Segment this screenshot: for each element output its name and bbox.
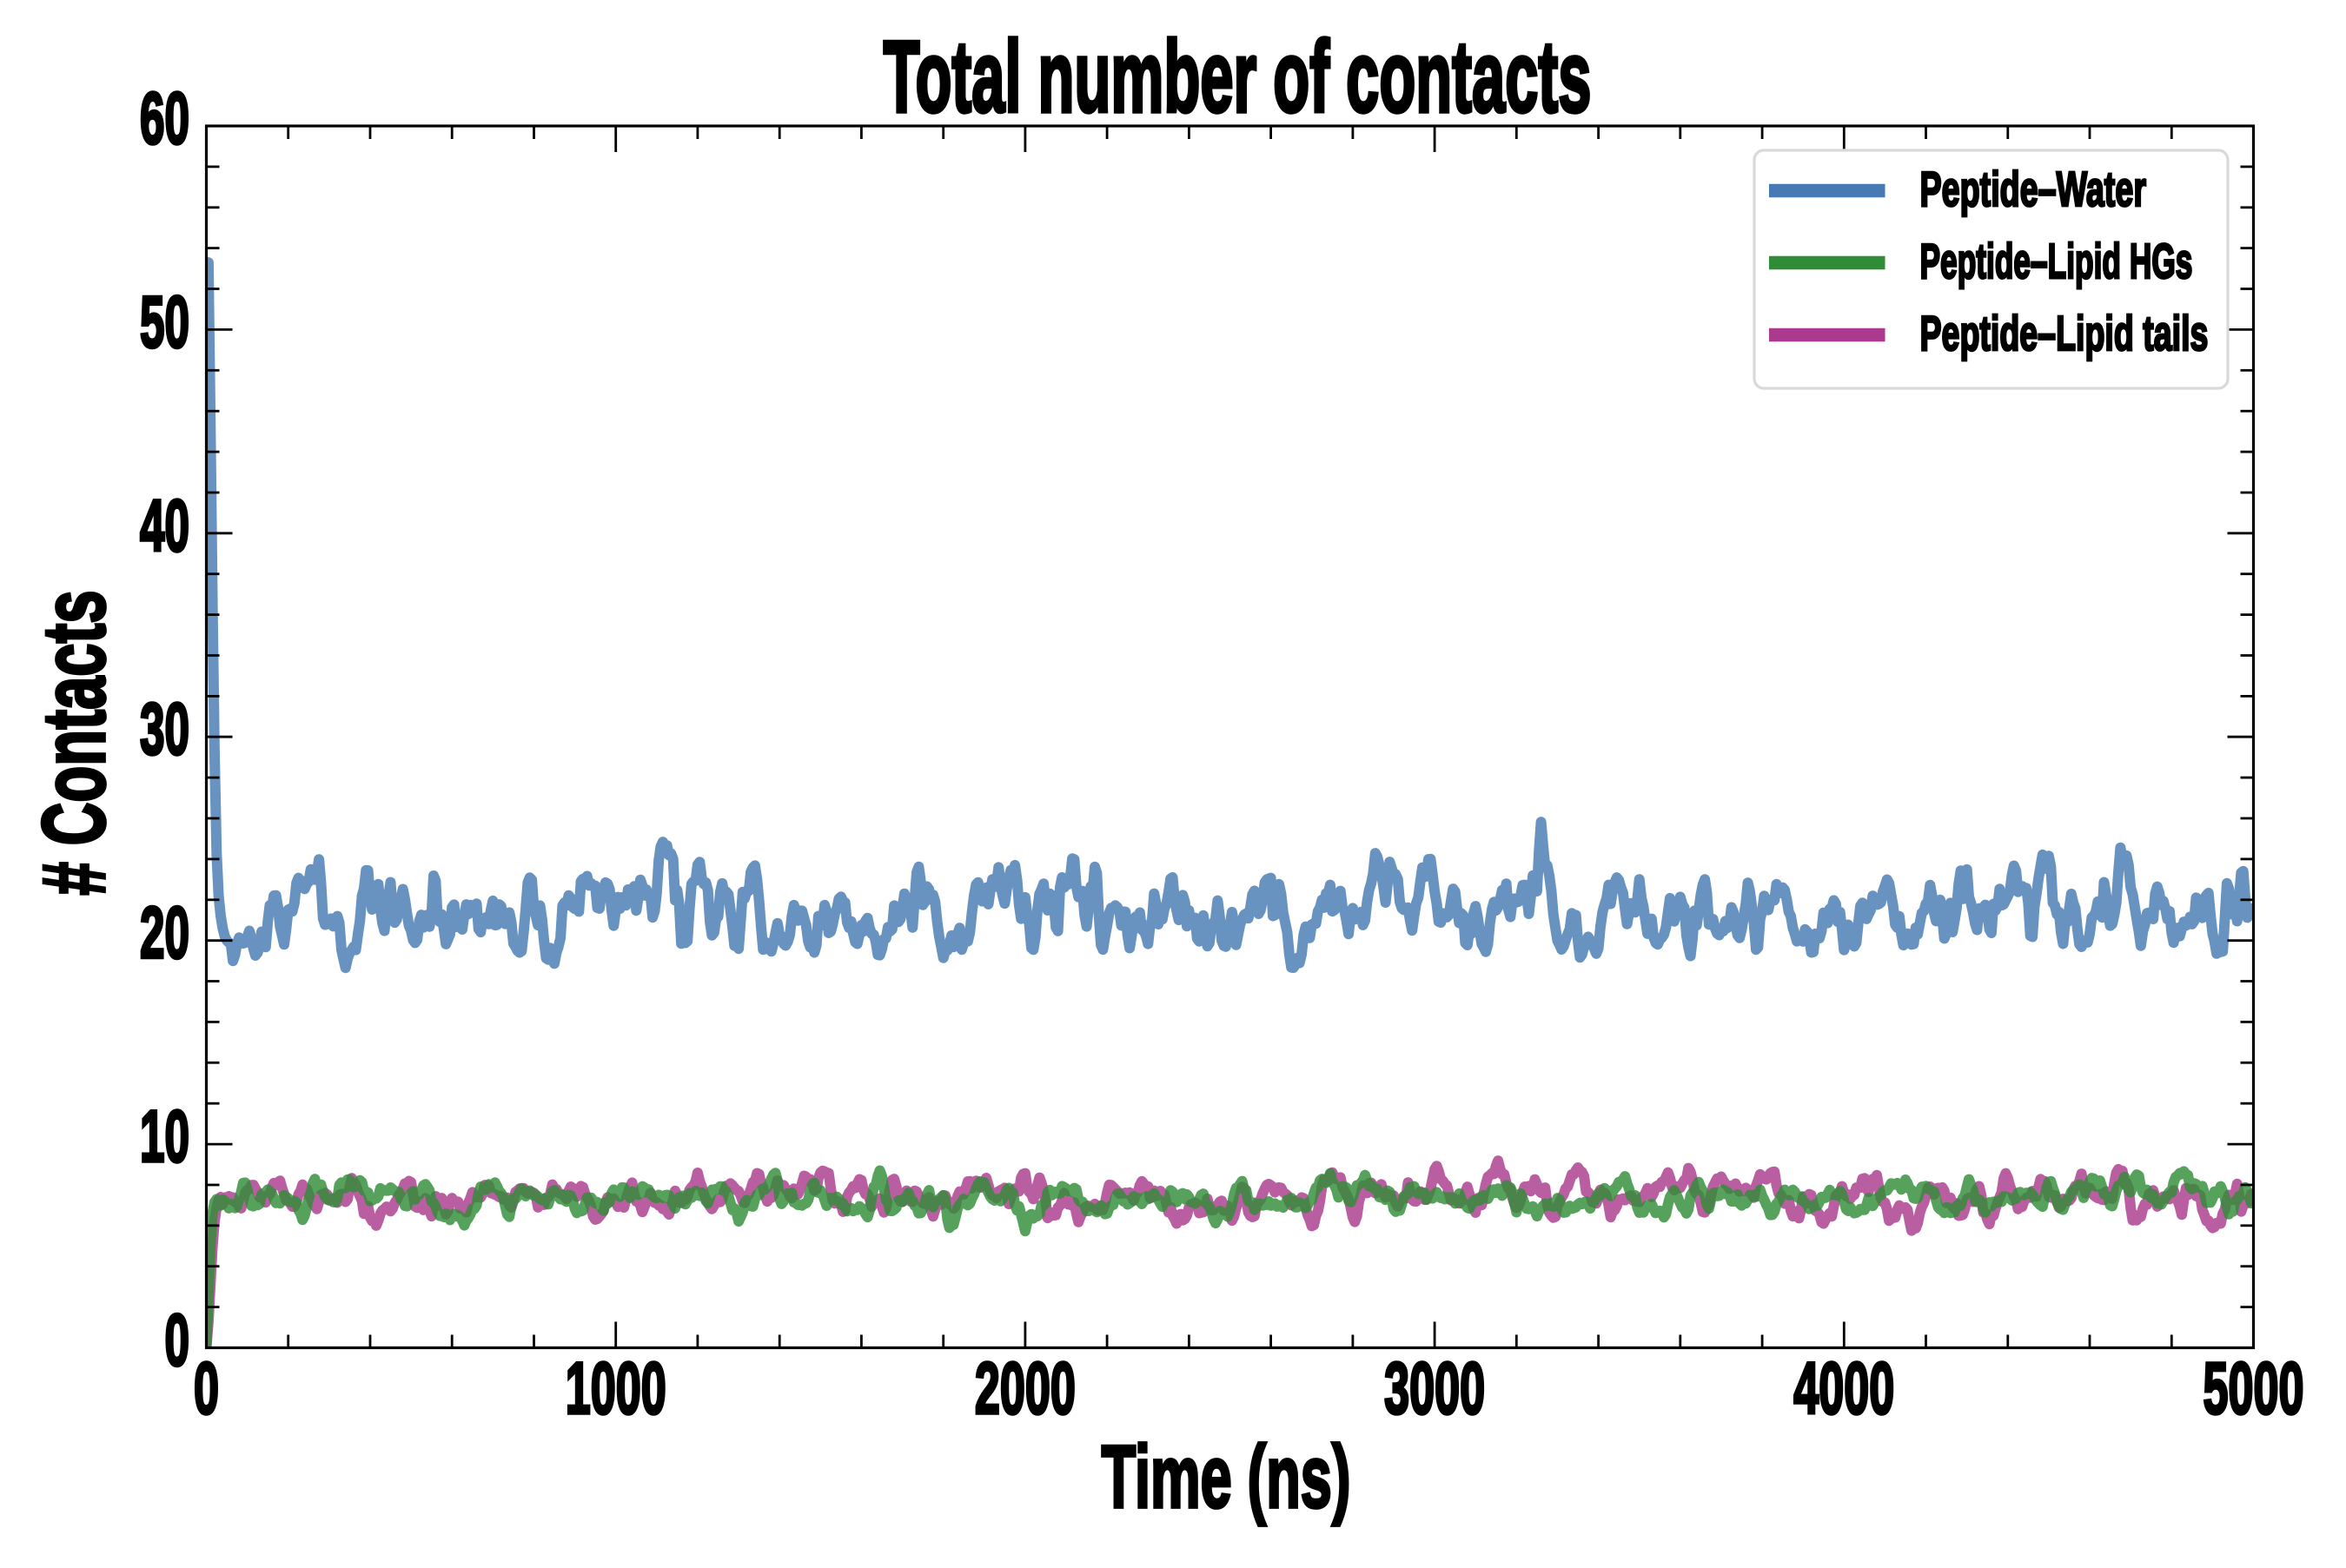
svg-text:3000: 3000: [1384, 1347, 1485, 1429]
svg-text:1000: 1000: [566, 1347, 666, 1429]
svg-text:Total number of contacts: Total number of contacts: [884, 20, 1592, 134]
svg-text:4000: 4000: [1793, 1347, 1894, 1429]
svg-text:60: 60: [140, 77, 189, 159]
svg-text:10: 10: [140, 1095, 189, 1177]
svg-text:20: 20: [140, 892, 189, 974]
svg-text:Peptide–Water: Peptide–Water: [1920, 162, 2147, 217]
svg-text:Time (ns): Time (ns): [1102, 1428, 1351, 1526]
svg-text:0: 0: [194, 1347, 219, 1429]
svg-text:Peptide–Lipid tails: Peptide–Lipid tails: [1920, 306, 2209, 361]
svg-text:5000: 5000: [2203, 1347, 2303, 1429]
svg-text:30: 30: [140, 688, 189, 770]
svg-text:0: 0: [164, 1299, 189, 1380]
svg-text:50: 50: [140, 281, 189, 362]
svg-text:# Contacts: # Contacts: [24, 590, 123, 895]
svg-text:40: 40: [140, 485, 189, 566]
svg-text:Peptide–Lipid HGs: Peptide–Lipid HGs: [1920, 235, 2193, 290]
svg-text:2000: 2000: [975, 1347, 1076, 1429]
